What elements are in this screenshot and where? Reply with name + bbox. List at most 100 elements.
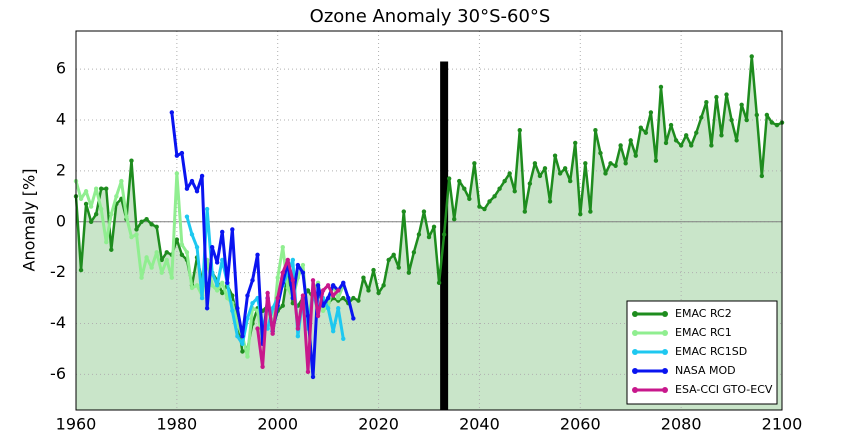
data-point xyxy=(683,133,689,138)
data-point xyxy=(406,270,412,275)
data-point xyxy=(250,278,255,283)
data-point xyxy=(179,252,185,258)
data-point xyxy=(220,290,225,296)
data-point xyxy=(366,288,371,293)
data-point xyxy=(714,94,719,100)
data-point xyxy=(391,252,396,258)
data-point xyxy=(618,143,623,148)
data-point xyxy=(578,211,583,217)
data-point xyxy=(769,120,775,125)
data-point xyxy=(562,166,568,171)
data-point xyxy=(215,283,220,288)
data-point xyxy=(330,283,336,288)
data-point xyxy=(431,224,437,230)
data-point xyxy=(134,227,139,232)
legend-marker xyxy=(662,387,668,393)
legend-marker xyxy=(632,368,638,374)
data-point xyxy=(341,336,346,341)
data-point xyxy=(88,204,94,209)
data-point xyxy=(174,171,180,176)
data-point xyxy=(204,206,210,212)
data-point xyxy=(250,300,255,306)
data-point xyxy=(109,211,114,217)
data-point xyxy=(452,217,457,222)
data-point xyxy=(199,173,205,179)
data-point xyxy=(502,178,507,184)
legend-marker xyxy=(632,330,638,336)
data-point xyxy=(139,275,144,280)
data-point xyxy=(300,270,306,275)
data-point xyxy=(194,189,200,194)
data-point xyxy=(330,293,336,298)
data-point xyxy=(537,173,543,179)
data-point xyxy=(673,138,679,143)
data-point xyxy=(709,143,714,148)
data-point xyxy=(109,247,114,252)
data-point xyxy=(653,158,659,163)
data-point xyxy=(184,214,190,219)
data-point xyxy=(270,331,275,336)
data-point xyxy=(270,306,275,311)
data-point xyxy=(215,288,220,293)
data-point xyxy=(588,209,593,214)
data-point xyxy=(265,290,270,296)
data-point xyxy=(189,232,195,237)
chart-title: Ozone Anomaly 30°S-60°S xyxy=(310,6,551,27)
data-point xyxy=(351,295,356,301)
data-point xyxy=(129,234,134,240)
data-point xyxy=(104,239,109,245)
data-point xyxy=(184,250,190,255)
x-tick-label: 2100 xyxy=(762,415,803,434)
data-point xyxy=(154,250,159,255)
data-point xyxy=(199,295,205,301)
data-point xyxy=(724,92,729,97)
data-point xyxy=(759,173,765,179)
data-point xyxy=(386,257,391,263)
data-point xyxy=(371,267,376,273)
data-point xyxy=(280,270,285,275)
data-point xyxy=(240,349,245,354)
data-point xyxy=(628,138,633,143)
data-point xyxy=(678,143,684,148)
data-point xyxy=(613,163,618,169)
data-point xyxy=(305,369,311,375)
data-point xyxy=(295,334,301,339)
data-point xyxy=(734,138,739,143)
data-point xyxy=(134,232,139,237)
data-point xyxy=(633,153,638,158)
data-point xyxy=(305,313,311,319)
legend-marker xyxy=(632,387,638,393)
data-point xyxy=(280,303,285,308)
data-point xyxy=(668,122,674,128)
data-point xyxy=(285,257,290,263)
data-point xyxy=(124,214,129,219)
data-point xyxy=(235,334,240,339)
data-point xyxy=(330,328,336,334)
legend-label: NASA MOD xyxy=(675,364,736,377)
data-point xyxy=(457,178,462,184)
data-point xyxy=(573,140,578,146)
data-point xyxy=(336,295,341,301)
data-point xyxy=(346,295,351,301)
data-point xyxy=(93,186,99,191)
data-point xyxy=(552,153,558,158)
data-point xyxy=(547,199,553,204)
data-point xyxy=(315,283,321,288)
data-point xyxy=(255,326,260,331)
data-point xyxy=(220,229,225,235)
data-point xyxy=(240,341,245,347)
y-tick-label: 2 xyxy=(56,160,66,179)
data-point xyxy=(436,280,442,286)
data-point xyxy=(169,275,175,280)
data-point xyxy=(603,171,608,176)
data-point xyxy=(598,150,603,156)
data-point xyxy=(336,306,341,311)
x-tick-label: 1960 xyxy=(56,415,97,434)
data-point xyxy=(310,374,316,380)
data-point xyxy=(114,194,119,199)
y-tick-label: -4 xyxy=(50,313,66,332)
data-point xyxy=(280,245,285,250)
x-tick-label: 2080 xyxy=(661,415,702,434)
data-point xyxy=(648,110,654,115)
data-point xyxy=(245,293,250,298)
